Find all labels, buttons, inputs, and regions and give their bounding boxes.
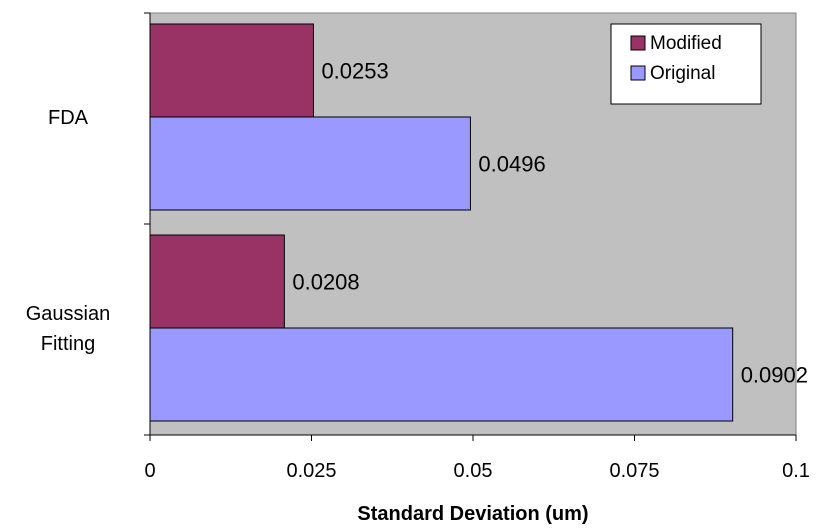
x-tick-label-3: 0.075 bbox=[609, 460, 659, 482]
data-label-modified-0: 0.0253 bbox=[321, 59, 388, 84]
legend: Modified Original bbox=[610, 23, 762, 105]
x-tick-label-1: 0.025 bbox=[286, 460, 336, 482]
category-label-0: FDA bbox=[48, 107, 89, 129]
data-label-modified-1: 0.0208 bbox=[292, 270, 359, 295]
axes-layer: 0 0.025 0.05 0.075 0.1 bbox=[144, 12, 810, 482]
bars-layer bbox=[149, 23, 734, 422]
x-tick-label-2: 0.05 bbox=[454, 460, 493, 482]
bar-original-1 bbox=[149, 327, 734, 422]
category-labels-layer: FDA Gaussian Fitting bbox=[26, 107, 111, 355]
category-label-1: Gaussian Fitting bbox=[26, 303, 111, 355]
legend-swatch-modified bbox=[630, 35, 646, 51]
data-label-original-0: 0.0496 bbox=[478, 152, 545, 177]
legend-swatch-original bbox=[630, 65, 646, 81]
legend-label-original: Original bbox=[650, 63, 715, 84]
bar-original-0 bbox=[149, 116, 471, 211]
legend-label-modified: Modified bbox=[650, 33, 722, 54]
x-axis-title: Standard Deviation (um) bbox=[357, 503, 588, 525]
x-tick-label-0: 0 bbox=[144, 460, 155, 482]
data-label-original-1: 0.0902 bbox=[741, 363, 808, 388]
bar-modified-0 bbox=[149, 23, 314, 118]
x-tick-label-4: 0.1 bbox=[782, 460, 810, 482]
data-labels-layer: 0.0253 0.0496 0.0208 0.0902 bbox=[292, 59, 808, 388]
bar-modified-1 bbox=[149, 234, 285, 329]
